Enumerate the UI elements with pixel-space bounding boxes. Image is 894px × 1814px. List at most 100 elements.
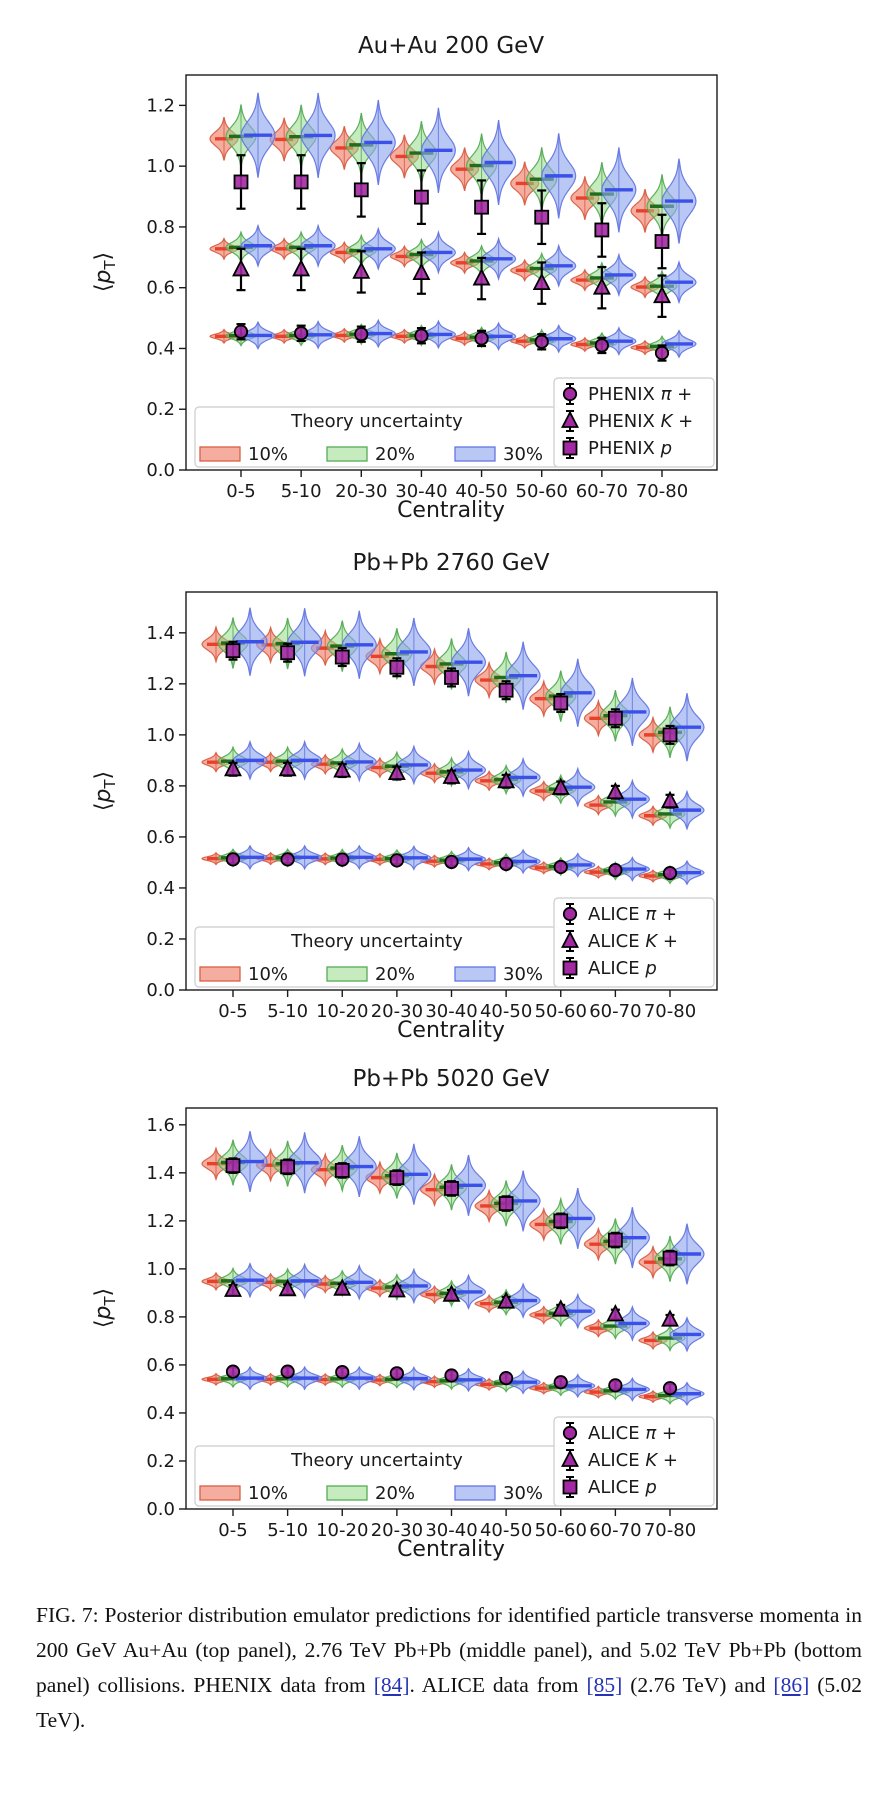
data-point-square (280, 645, 296, 661)
species-legend-box (553, 897, 715, 988)
data-point-square (607, 1232, 623, 1248)
data-point-triangle (278, 1278, 297, 1297)
x-tick-label: 30-40 (395, 481, 447, 502)
data-point-square (654, 234, 670, 249)
y-tick-label: 0.6 (146, 1355, 175, 1376)
x-tick-label: 0-5 (218, 1520, 247, 1541)
legend-label-10pct: 10% (248, 964, 288, 985)
x-tick-label: 5-10 (267, 1520, 308, 1541)
data-point-triangle (232, 259, 250, 277)
svg-text:⟨pT⟩: ⟨pT⟩ (91, 252, 119, 292)
y-tick-label: 0.2 (146, 399, 175, 420)
x-axis-label: Centrality (397, 1018, 505, 1043)
data-point-circle (354, 327, 369, 342)
data-point-circle (389, 853, 404, 868)
x-tick-label: 0-5 (218, 1001, 247, 1022)
data-point-circle (662, 1381, 678, 1396)
y-tick-label: 1.2 (146, 1211, 175, 1232)
legend-label-proton: ALICE p (588, 1477, 657, 1498)
legend-title: Theory uncertainty (290, 931, 463, 952)
legend-swatch (326, 1485, 368, 1501)
panel-top: Au+Au 200 GeV Centrality ⟨pT⟩ Theory unc… (91, 33, 693, 523)
x-tick-label: 20-30 (371, 1520, 423, 1541)
data-point-circle (534, 334, 549, 349)
legend-swatch (454, 446, 496, 462)
y-tick-label: 0.2 (146, 929, 175, 950)
legend-swatch (326, 966, 368, 982)
legend-label-proton: PHENIX p (588, 438, 672, 459)
legend-label-20pct: 20% (375, 444, 415, 465)
citation-link-85[interactable]: [85] (586, 1673, 623, 1697)
y-tick-label: 0.0 (146, 460, 175, 481)
data-point-circle (414, 328, 429, 343)
x-axis-label: Centrality (397, 1537, 505, 1562)
x-tick-label: 60-70 (589, 1001, 641, 1022)
y-tick-label: 0.6 (146, 278, 175, 299)
data-point-triangle (224, 1279, 242, 1297)
data-point-triangle (592, 277, 611, 295)
data-point-square (353, 182, 369, 198)
data-point-triangle (442, 766, 461, 784)
x-tick-label: 40-50 (455, 481, 507, 502)
x-tick-label: 30-40 (425, 1001, 477, 1022)
x-tick-label: 10-20 (316, 1001, 368, 1022)
data-point-square (293, 174, 309, 190)
y-tick-label: 0.4 (146, 1403, 175, 1424)
data-point-triangle (472, 268, 491, 286)
data-point-square (534, 209, 550, 225)
data-point-triangle (561, 410, 579, 428)
data-point-circle (608, 862, 623, 878)
x-tick-label: 20-30 (335, 481, 387, 502)
data-point-triangle (561, 930, 579, 948)
x-tick-label: 50-60 (516, 481, 568, 502)
panel-middle: Pb+Pb 2760 GeV Centrality ⟨pT⟩ Theory un… (91, 550, 678, 1043)
data-point-square (334, 649, 350, 665)
y-tick-label: 0.0 (146, 1499, 175, 1520)
legend-swatch (326, 446, 368, 462)
data-point-triangle (333, 760, 352, 778)
data-point-circle (225, 852, 241, 867)
data-point-triangle (387, 1280, 406, 1298)
data-point-triangle (661, 1309, 679, 1327)
data-point-circle (562, 1425, 578, 1441)
data-point-square (553, 1213, 569, 1229)
x-tick-label: 30-40 (425, 1520, 477, 1541)
y-tick-label: 1.2 (146, 95, 175, 116)
y-tick-label: 0.0 (146, 980, 175, 1001)
y-tick-label: 0.4 (146, 878, 175, 899)
legend-label-20pct: 20% (375, 1483, 415, 1504)
data-point-circle (553, 859, 568, 875)
data-point-square (233, 174, 249, 190)
data-point-triangle (292, 259, 311, 277)
citation-link-84[interactable]: [84] (373, 1673, 410, 1697)
data-point-triangle (551, 1299, 570, 1317)
y-axis-label: ⟨pT⟩ (91, 252, 119, 292)
legend-label-pion: ALICE π + (588, 1423, 677, 1444)
x-tick-label: 70-80 (644, 1520, 696, 1541)
y-axis-label: ⟨pT⟩ (91, 1288, 119, 1328)
legend-label-30pct: 30% (503, 964, 543, 985)
data-point-circle (389, 1366, 404, 1381)
legend-label-pion: PHENIX π + (588, 384, 692, 405)
y-tick-label: 0.8 (146, 776, 175, 797)
x-tick-label: 20-30 (371, 1001, 423, 1022)
species-legend-box (553, 377, 715, 468)
data-point-square (474, 199, 489, 215)
data-point-triangle (497, 770, 516, 789)
data-point-triangle (532, 272, 551, 291)
data-point-square (280, 1159, 296, 1175)
y-tick-label: 1.0 (146, 156, 175, 177)
y-tick-label: 0.8 (146, 1307, 175, 1328)
data-point-circle (444, 1368, 459, 1383)
y-tick-label: 0.8 (146, 217, 175, 238)
plot-frame (185, 74, 718, 471)
data-point-circle (608, 1378, 623, 1393)
citation-link-86[interactable]: [86] (773, 1673, 810, 1697)
data-point-square (389, 1170, 405, 1186)
data-point-triangle (442, 1284, 461, 1302)
y-axis-label: ⟨pT⟩ (91, 771, 119, 811)
x-tick-label: 5-10 (267, 1001, 308, 1022)
x-tick-label: 40-50 (480, 1520, 532, 1541)
legend-label-pion: ALICE π + (588, 904, 677, 925)
x-tick-label: 60-70 (589, 1520, 641, 1541)
